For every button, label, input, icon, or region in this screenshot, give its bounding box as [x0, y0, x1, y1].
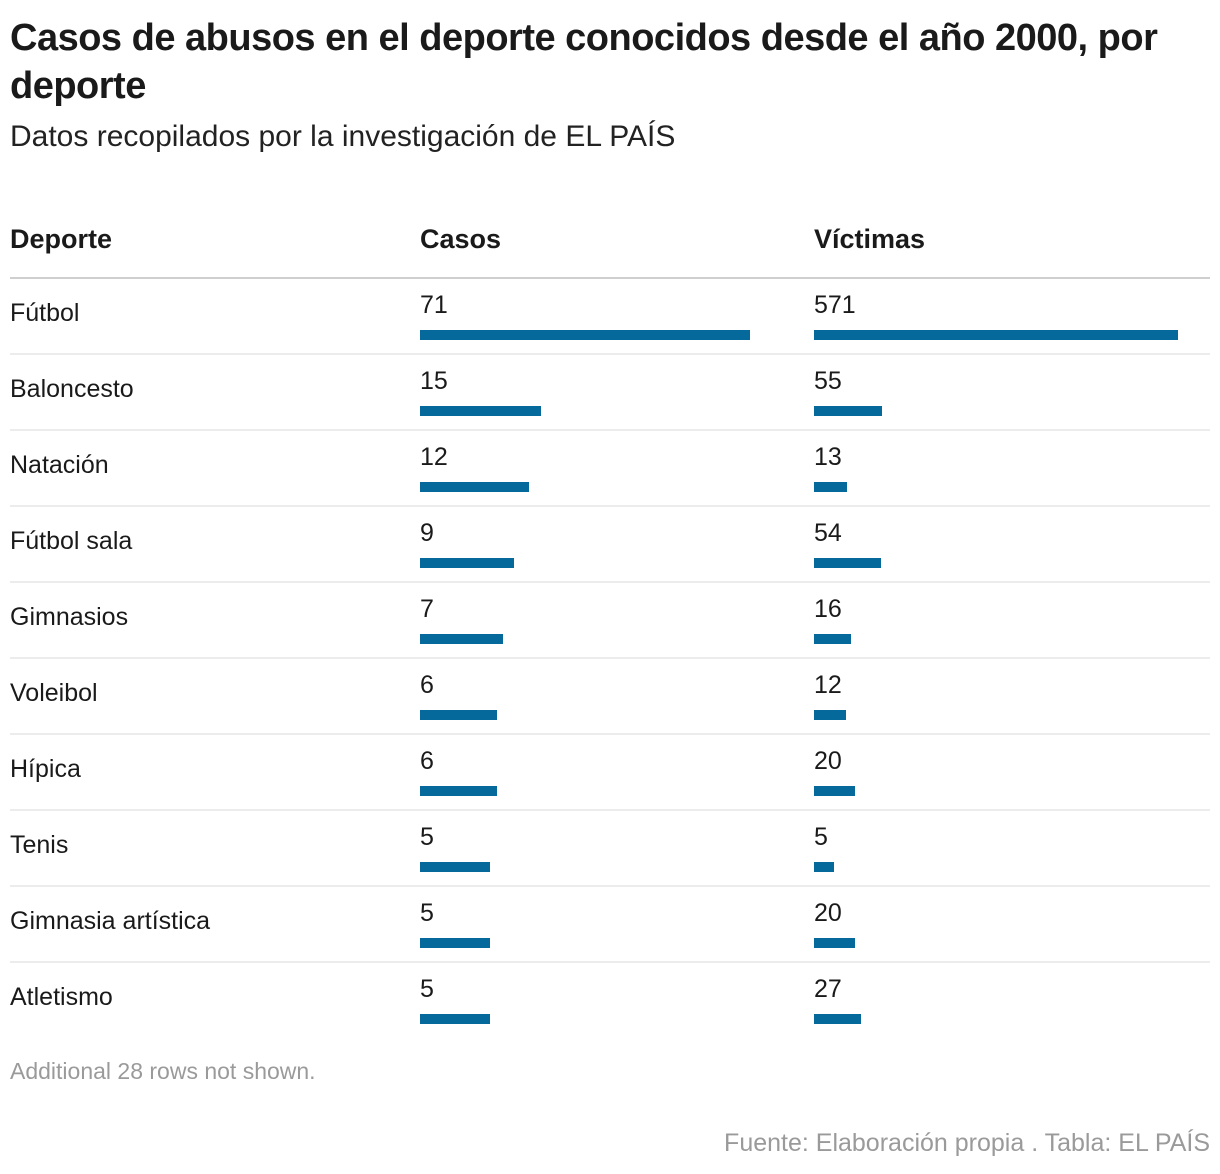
casos-value: 5 — [420, 899, 434, 927]
table-row: Tenis 5 5 — [10, 811, 1210, 887]
header-victimas: Víctimas — [814, 224, 926, 254]
casos-bar — [420, 938, 490, 948]
victimas-bar — [814, 634, 851, 644]
table-row: Hípica 6 20 — [10, 735, 1210, 811]
casos-value: 5 — [420, 975, 434, 1003]
sport-name: Atletismo — [10, 983, 113, 1011]
victimas-bar — [814, 1014, 861, 1024]
victimas-value: 20 — [814, 899, 842, 927]
casos-value: 7 — [420, 595, 434, 623]
victimas-value: 20 — [814, 747, 842, 775]
victimas-value: 5 — [814, 823, 828, 851]
victimas-value: 16 — [814, 595, 842, 623]
casos-bar — [420, 558, 514, 568]
sport-name: Gimnasia artística — [10, 907, 211, 935]
victimas-value: 55 — [814, 367, 842, 395]
victimas-value: 571 — [814, 291, 856, 319]
table-row: Voleibol 6 12 — [10, 659, 1210, 735]
sport-name: Voleibol — [10, 679, 98, 707]
source-credit: Fuente: Elaboración propia . Tabla: EL P… — [724, 1129, 1210, 1157]
casos-value: 15 — [420, 367, 448, 395]
rows-not-shown-note: Additional 28 rows not shown. — [10, 1058, 316, 1084]
casos-bar — [420, 710, 497, 720]
table-header: Deporte Casos Víctimas — [10, 218, 1210, 279]
table-row: Fútbol 71 571 — [10, 279, 1210, 355]
casos-bar — [420, 1014, 490, 1024]
casos-bar — [420, 406, 541, 416]
table-row: Baloncesto 15 55 — [10, 355, 1210, 431]
chart-title: Casos de abusos en el deporte conocidos … — [10, 17, 1158, 107]
casos-value: 71 — [420, 291, 448, 319]
table-body: Fútbol 71 571 Baloncesto 15 55 Natación 12 13 Fút… — [10, 279, 1210, 1039]
header-casos: Casos — [420, 224, 502, 254]
sport-name: Tenis — [10, 831, 69, 859]
victimas-value: 13 — [814, 443, 842, 471]
casos-bar — [420, 330, 750, 340]
sport-name: Baloncesto — [10, 375, 134, 403]
sport-name: Fútbol — [10, 299, 80, 327]
casos-bar — [420, 786, 497, 796]
sport-name: Fútbol sala — [10, 527, 133, 555]
data-table: Deporte Casos Víctimas Fútbol 71 571 Balonc… — [10, 218, 1210, 1039]
casos-bar — [420, 862, 490, 872]
victimas-value: 54 — [814, 519, 842, 547]
victimas-bar — [814, 482, 847, 492]
casos-bar — [420, 634, 503, 644]
victimas-bar — [814, 862, 834, 872]
chart-subtitle: Datos recopilados por la investigación d… — [10, 120, 676, 153]
victimas-value: 12 — [814, 671, 842, 699]
sport-name: Natación — [10, 451, 109, 479]
sport-name: Hípica — [10, 755, 81, 783]
casos-value: 6 — [420, 747, 434, 775]
victimas-bar — [814, 330, 1178, 340]
casos-value: 12 — [420, 443, 448, 471]
table-row: Gimnasios 7 16 — [10, 583, 1210, 659]
casos-bar — [420, 482, 529, 492]
casos-value: 5 — [420, 823, 434, 851]
victimas-bar — [814, 558, 881, 568]
victimas-bar — [814, 786, 855, 796]
victimas-bar — [814, 710, 846, 720]
table-row: Gimnasia artística 5 20 — [10, 887, 1210, 963]
victimas-bar — [814, 406, 882, 416]
casos-value: 9 — [420, 519, 434, 547]
table-row: Fútbol sala 9 54 — [10, 507, 1210, 583]
sport-name: Gimnasios — [10, 603, 129, 631]
table-row: Natación 12 13 — [10, 431, 1210, 507]
victimas-bar — [814, 938, 855, 948]
header-deporte: Deporte — [10, 224, 113, 254]
table-row: Atletismo 5 27 — [10, 963, 1210, 1039]
casos-value: 6 — [420, 671, 434, 699]
victimas-value: 27 — [814, 975, 842, 1003]
